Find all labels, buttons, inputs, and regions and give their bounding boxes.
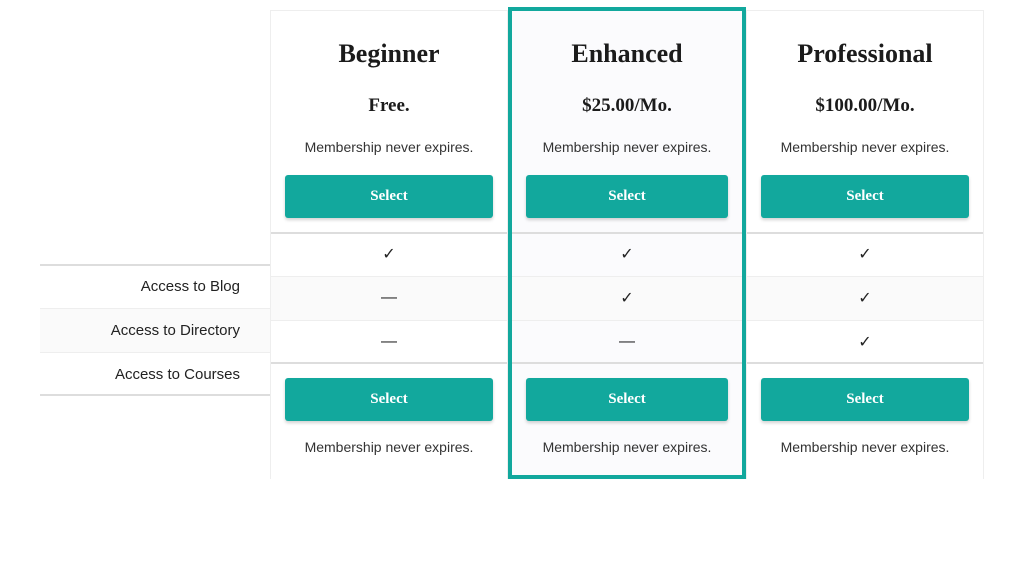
plan-expiration-footer: Membership never expires. <box>526 439 728 455</box>
plan-price: Free. <box>285 95 493 117</box>
check-icon: ✓ <box>858 288 871 308</box>
plan-expiration: Membership never expires. <box>526 139 728 155</box>
dash-icon: — <box>381 289 397 307</box>
feature-cell: ✓ <box>271 232 507 276</box>
check-icon: ✓ <box>858 244 871 264</box>
plan-name: Enhanced <box>526 39 728 69</box>
feature-cell: ✓ <box>747 320 983 364</box>
plan-expiration: Membership never expires. <box>285 139 493 155</box>
select-button[interactable]: Select <box>761 175 969 218</box>
select-button[interactable]: Select <box>285 378 493 421</box>
plan-price: $25.00/Mo. <box>526 95 728 117</box>
plan-expiration-footer: Membership never expires. <box>285 439 493 455</box>
plan-column-professional: Professional $100.00/Mo. Membership neve… <box>746 10 984 479</box>
plan-expiration-footer: Membership never expires. <box>761 439 969 455</box>
feature-cell: — <box>271 320 507 364</box>
feature-label: Access to Directory <box>40 308 270 352</box>
plan-header: Beginner Free. Membership never expires.… <box>271 11 507 232</box>
plan-footer: Select Membership never expires. <box>271 364 507 475</box>
feature-label: Access to Courses <box>40 352 270 396</box>
plan-expiration: Membership never expires. <box>761 139 969 155</box>
feature-cell: ✓ <box>747 232 983 276</box>
select-button[interactable]: Select <box>761 378 969 421</box>
plan-header: Professional $100.00/Mo. Membership neve… <box>747 11 983 232</box>
plan-footer: Select Membership never expires. <box>512 364 742 475</box>
plan-header: Enhanced $25.00/Mo. Membership never exp… <box>512 11 742 232</box>
dash-icon: — <box>619 333 635 351</box>
plan-name: Beginner <box>285 39 493 69</box>
plan-column-enhanced: Enhanced $25.00/Mo. Membership never exp… <box>508 7 746 479</box>
pricing-table: Access to Blog Access to Directory Acces… <box>0 0 1024 479</box>
feature-labels-column: Access to Blog Access to Directory Acces… <box>40 10 270 479</box>
feature-label: Access to Blog <box>40 264 270 308</box>
feature-cell: ✓ <box>512 276 742 320</box>
feature-cell: — <box>512 320 742 364</box>
plan-column-beginner: Beginner Free. Membership never expires.… <box>270 10 508 479</box>
select-button[interactable]: Select <box>285 175 493 218</box>
check-icon: ✓ <box>620 288 633 308</box>
check-icon: ✓ <box>858 332 871 352</box>
plan-footer: Select Membership never expires. <box>747 364 983 475</box>
feature-cell: — <box>271 276 507 320</box>
plan-price: $100.00/Mo. <box>761 95 969 117</box>
check-icon: ✓ <box>620 244 633 264</box>
feature-cell: ✓ <box>512 232 742 276</box>
feature-cell: ✓ <box>747 276 983 320</box>
labels-header-spacer <box>40 10 270 264</box>
select-button[interactable]: Select <box>526 378 728 421</box>
dash-icon: — <box>381 333 397 351</box>
plan-name: Professional <box>761 39 969 69</box>
check-icon: ✓ <box>382 244 395 264</box>
select-button[interactable]: Select <box>526 175 728 218</box>
